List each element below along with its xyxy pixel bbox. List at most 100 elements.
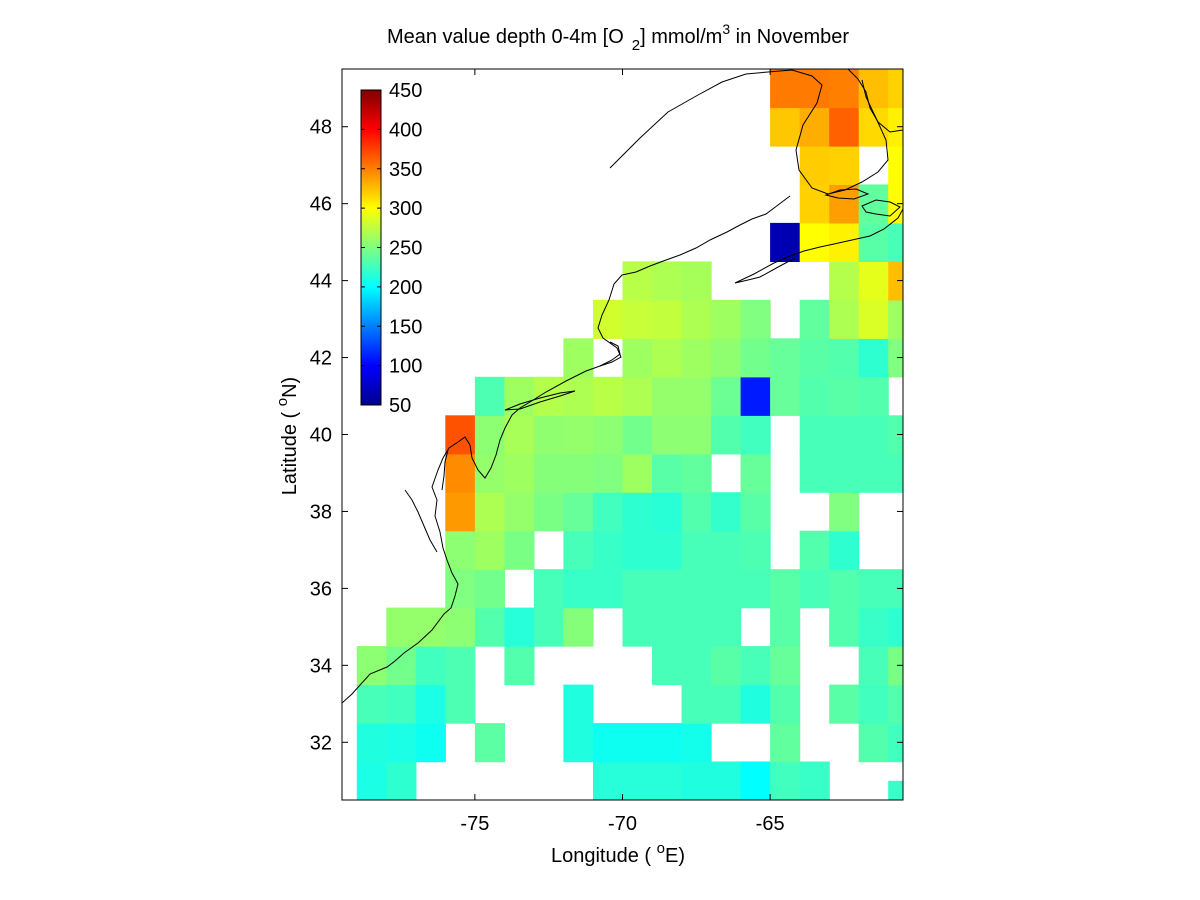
heatmap-cell xyxy=(829,569,860,609)
colorbar-tick-label: 450 xyxy=(389,80,422,102)
heatmap-cell xyxy=(681,453,712,493)
heatmap-cell xyxy=(593,761,624,800)
heatmap-cell xyxy=(711,299,742,339)
heatmap-cell xyxy=(829,184,860,224)
heatmap-cell xyxy=(799,222,830,262)
heatmap-cell xyxy=(622,569,653,609)
heatmap-cell xyxy=(445,453,476,493)
heatmap-cell xyxy=(504,607,535,647)
heatmap-cell xyxy=(681,299,712,339)
heatmap-cell xyxy=(858,69,889,109)
heatmap-cell xyxy=(888,338,903,378)
heatmap-cell xyxy=(681,684,712,724)
heatmap-cell xyxy=(740,492,771,532)
heatmap-cell xyxy=(681,376,712,416)
heatmap-cell xyxy=(445,684,476,724)
heatmap-cell xyxy=(652,646,683,686)
heatmap-cell xyxy=(563,453,594,493)
heatmap-cell xyxy=(474,492,505,532)
coastline-chesapeake-delaware xyxy=(404,449,449,553)
heatmap-cell xyxy=(504,646,535,686)
heatmap-cell xyxy=(740,338,771,378)
heatmap-cell xyxy=(622,338,653,378)
heatmap-cell xyxy=(829,338,860,378)
heatmap-cell xyxy=(593,415,624,455)
heatmap-cell xyxy=(711,338,742,378)
heatmap-cell xyxy=(888,684,903,724)
heatmap-cell xyxy=(799,184,830,224)
heatmap-cell xyxy=(740,415,771,455)
y-axis-label: Latitude ( oN) xyxy=(274,377,301,495)
heatmap-cell xyxy=(858,684,889,724)
heatmap-cell xyxy=(681,530,712,570)
heatmap-cell xyxy=(533,453,564,493)
heatmap-cell xyxy=(415,646,446,686)
heatmap-cell xyxy=(888,299,903,339)
heatmap-cell xyxy=(445,492,476,532)
heatmap-cell xyxy=(504,492,535,532)
heatmap-cell xyxy=(799,569,830,609)
heatmap-cell xyxy=(652,453,683,493)
heatmap-cell xyxy=(740,530,771,570)
heatmap-cell xyxy=(652,723,683,763)
heatmap-cell xyxy=(770,684,801,724)
heatmap-cell xyxy=(652,376,683,416)
y-tick-label: 48 xyxy=(310,117,332,139)
heatmap-cell xyxy=(770,338,801,378)
heatmap-cell xyxy=(681,569,712,609)
coastline-cape-breton xyxy=(861,199,901,217)
colorbar-tick-label: 150 xyxy=(389,316,422,338)
heatmap-cell xyxy=(533,415,564,455)
heatmap-cell xyxy=(681,607,712,647)
heatmap-cell xyxy=(681,761,712,800)
heatmap-cells xyxy=(356,69,903,800)
heatmap-cell xyxy=(858,415,889,455)
heatmap-cell xyxy=(829,145,860,185)
heatmap-cell xyxy=(829,299,860,339)
heatmap-cell xyxy=(652,530,683,570)
heatmap-cell xyxy=(711,376,742,416)
heatmap-cell xyxy=(770,723,801,763)
heatmap-cell xyxy=(593,569,624,609)
heatmap-cell xyxy=(770,569,801,609)
heatmap-cell xyxy=(740,453,771,493)
coastline-cape-cod xyxy=(599,341,621,367)
heatmap-cell xyxy=(740,684,771,724)
heatmap-cell xyxy=(858,376,889,416)
y-tick-label: 34 xyxy=(310,655,332,677)
heatmap-cell xyxy=(799,69,830,109)
heatmap-cell xyxy=(445,646,476,686)
colorbar-tick-label: 50 xyxy=(389,395,411,417)
colorbar-ticks: 50 100 150 200 250 300 350 400 450 xyxy=(361,80,422,417)
colorbar-tick-label: 400 xyxy=(389,119,422,141)
heatmap-cell xyxy=(563,415,594,455)
y-tick-label: 42 xyxy=(310,348,332,370)
heatmap-cell xyxy=(829,453,860,493)
heatmap-cell xyxy=(386,761,417,800)
y-tick-label: 46 xyxy=(310,194,332,216)
heatmap-cell xyxy=(563,492,594,532)
heatmap-cell xyxy=(858,723,889,763)
colorbar-tick-label: 200 xyxy=(389,277,422,299)
x-tick-label: -75 xyxy=(460,813,489,835)
heatmap-cell xyxy=(622,299,653,339)
coastline-us-east xyxy=(342,195,791,704)
heatmap-cell xyxy=(356,684,387,724)
heatmap-cell xyxy=(888,607,903,647)
heatmap-cell xyxy=(622,607,653,647)
heatmap-cell xyxy=(829,492,860,532)
heatmap-cell xyxy=(474,530,505,570)
heatmap-cell xyxy=(593,299,624,339)
heatmap-cell xyxy=(681,338,712,378)
heatmap-cell xyxy=(593,530,624,570)
heatmap-cell xyxy=(622,261,653,301)
heatmap-cell xyxy=(888,222,903,262)
heatmap-cell xyxy=(563,338,594,378)
heatmap-cell xyxy=(533,569,564,609)
heatmap-cell xyxy=(829,415,860,455)
x-axis-label: Longitude ( oE) xyxy=(551,840,685,867)
heatmap-cell xyxy=(888,723,903,763)
y-tick-label: 32 xyxy=(310,732,332,754)
heatmap-cell xyxy=(770,107,801,147)
heatmap-cell xyxy=(740,376,771,416)
